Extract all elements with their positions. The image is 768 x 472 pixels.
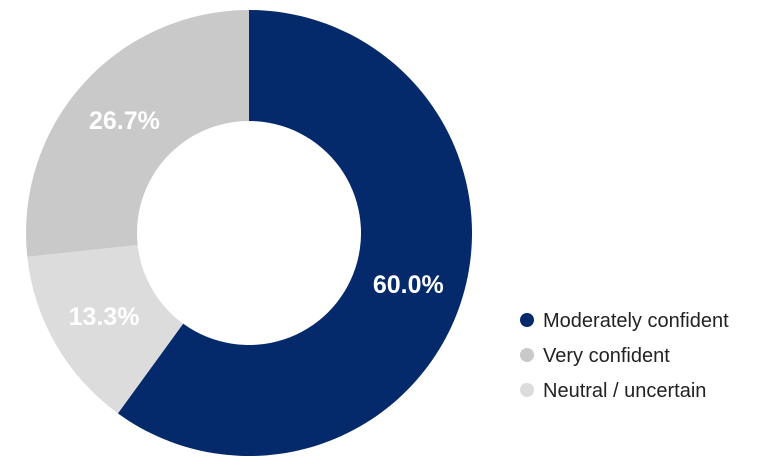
legend-item-moderately-confident[interactable]: Moderately confident bbox=[520, 310, 729, 332]
slice-moderately-confident[interactable] bbox=[117, 10, 472, 457]
legend-swatch-neutral-uncertain bbox=[520, 383, 534, 397]
legend-swatch-very-confident bbox=[520, 348, 534, 362]
legend-swatch-moderately-confident bbox=[520, 313, 534, 327]
slice-label-moderately-confident: 60.0% bbox=[373, 271, 444, 299]
slice-label-neutral-uncertain: 13.3% bbox=[69, 303, 140, 331]
legend-label-very-confident: Very confident bbox=[543, 345, 670, 367]
slice-neutral-uncertain[interactable] bbox=[27, 244, 184, 414]
legend-item-very-confident[interactable]: Very confident bbox=[520, 345, 670, 367]
legend-label-moderately-confident: Moderately confident bbox=[543, 310, 729, 332]
legend-label-neutral-uncertain: Neutral / uncertain bbox=[543, 380, 706, 402]
slice-label-very-confident: 26.7% bbox=[89, 107, 160, 135]
slice-very-confident[interactable] bbox=[25, 10, 250, 257]
legend: Moderately confident Very confident Neut… bbox=[520, 310, 729, 402]
donut-slices bbox=[25, 10, 472, 457]
legend-item-neutral-uncertain[interactable]: Neutral / uncertain bbox=[520, 380, 706, 402]
slice-labels: 60.0% 13.3% 26.7% bbox=[69, 107, 444, 331]
